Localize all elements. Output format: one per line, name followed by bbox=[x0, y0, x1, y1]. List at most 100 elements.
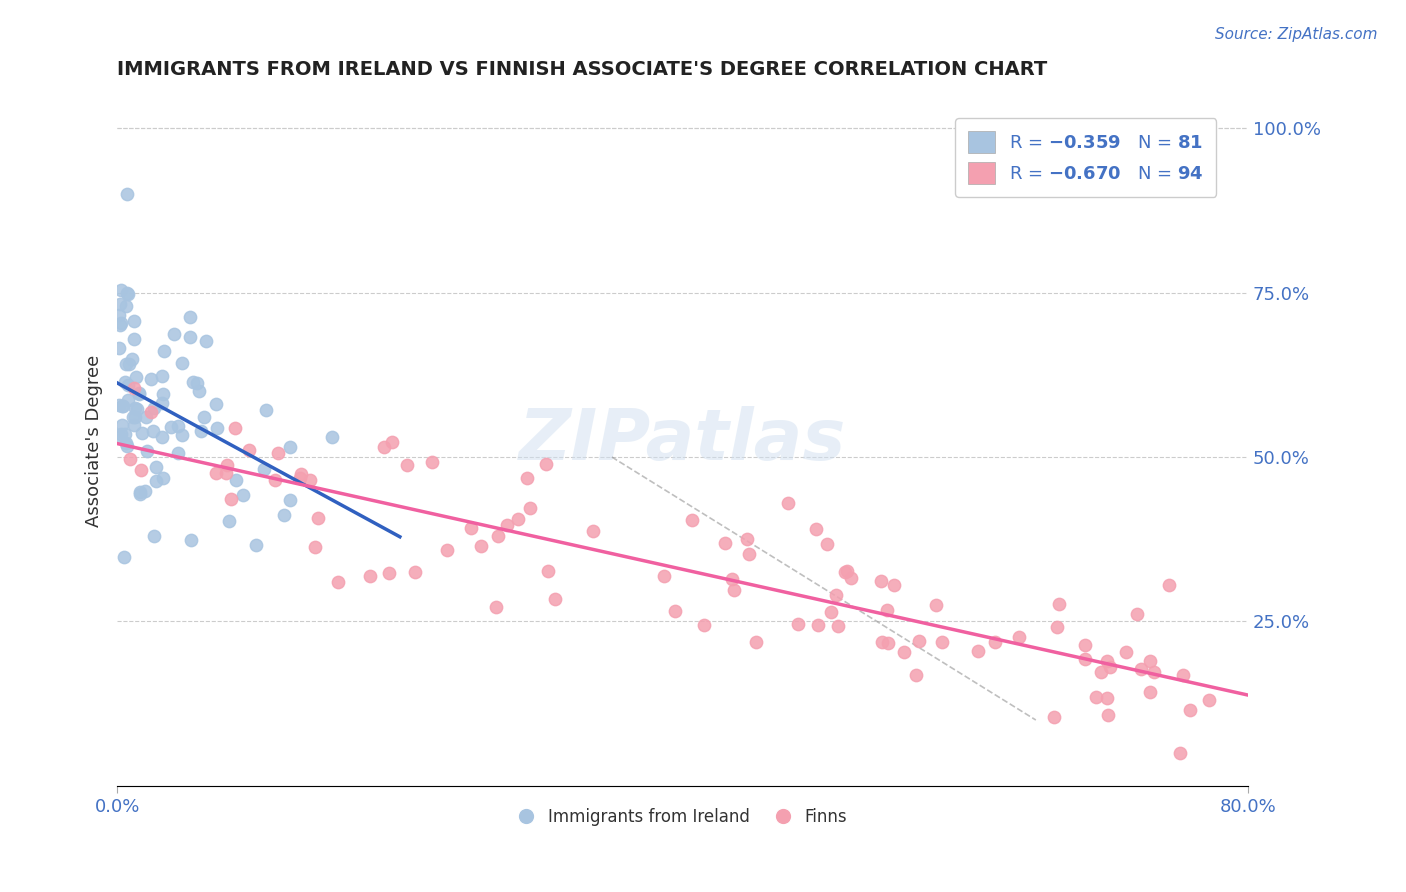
Point bbox=[264, 473, 287, 487]
Text: ZIPatlas: ZIPatlas bbox=[519, 406, 846, 475]
Point bbox=[194, 334, 217, 349]
Point bbox=[215, 467, 238, 481]
Point bbox=[136, 444, 159, 458]
Point bbox=[506, 512, 529, 526]
Point bbox=[117, 285, 139, 300]
Point bbox=[122, 332, 145, 346]
Point bbox=[280, 440, 302, 454]
Point bbox=[179, 330, 201, 344]
Point bbox=[582, 524, 605, 538]
Point bbox=[115, 439, 138, 453]
Point bbox=[1084, 690, 1107, 705]
Point bbox=[723, 583, 745, 598]
Point bbox=[108, 398, 131, 412]
Point bbox=[460, 521, 482, 535]
Point bbox=[143, 401, 166, 415]
Point bbox=[273, 508, 295, 522]
Point bbox=[111, 399, 134, 413]
Point bbox=[278, 492, 301, 507]
Point bbox=[190, 425, 212, 439]
Point bbox=[519, 500, 541, 515]
Point bbox=[152, 471, 174, 485]
Point bbox=[152, 386, 174, 401]
Point bbox=[1178, 703, 1201, 717]
Point bbox=[129, 463, 152, 477]
Point bbox=[108, 342, 131, 356]
Point bbox=[378, 566, 401, 581]
Point bbox=[124, 370, 146, 384]
Legend: Immigrants from Ireland, Finns: Immigrants from Ireland, Finns bbox=[512, 801, 853, 832]
Point bbox=[516, 471, 538, 485]
Point bbox=[321, 430, 343, 444]
Point bbox=[290, 471, 312, 485]
Point bbox=[254, 402, 277, 417]
Point bbox=[167, 446, 190, 460]
Point bbox=[1043, 710, 1066, 724]
Point bbox=[1074, 639, 1097, 653]
Point bbox=[834, 565, 856, 579]
Point bbox=[180, 533, 202, 547]
Point bbox=[170, 355, 193, 369]
Point bbox=[253, 462, 276, 476]
Point bbox=[737, 547, 759, 561]
Point bbox=[145, 460, 167, 475]
Point bbox=[205, 466, 228, 480]
Point bbox=[870, 635, 893, 649]
Point bbox=[124, 401, 146, 415]
Point bbox=[153, 344, 176, 359]
Point bbox=[150, 369, 173, 384]
Point bbox=[1143, 665, 1166, 679]
Point bbox=[129, 486, 152, 500]
Point bbox=[218, 514, 240, 528]
Point bbox=[380, 434, 402, 449]
Point bbox=[124, 409, 146, 424]
Point bbox=[1097, 707, 1119, 722]
Point bbox=[215, 458, 238, 472]
Point bbox=[786, 617, 808, 632]
Point bbox=[225, 473, 247, 487]
Point bbox=[238, 443, 260, 458]
Point bbox=[420, 455, 443, 469]
Point bbox=[128, 485, 150, 500]
Point bbox=[131, 425, 153, 440]
Point bbox=[114, 300, 136, 314]
Point bbox=[537, 564, 560, 578]
Point bbox=[219, 492, 242, 507]
Point bbox=[145, 474, 167, 488]
Point bbox=[908, 634, 931, 648]
Point bbox=[1159, 577, 1181, 591]
Point bbox=[681, 513, 703, 527]
Point bbox=[179, 310, 201, 324]
Point bbox=[837, 564, 859, 578]
Point bbox=[904, 668, 927, 682]
Point bbox=[115, 187, 138, 202]
Point bbox=[470, 539, 492, 553]
Point bbox=[1168, 746, 1191, 760]
Point bbox=[135, 410, 157, 425]
Point bbox=[735, 532, 758, 546]
Point bbox=[839, 571, 862, 585]
Point bbox=[128, 387, 150, 401]
Point bbox=[1074, 652, 1097, 666]
Point bbox=[931, 635, 953, 649]
Point bbox=[1099, 659, 1122, 673]
Point bbox=[267, 446, 290, 460]
Point bbox=[778, 496, 800, 510]
Point bbox=[359, 569, 381, 583]
Point bbox=[108, 318, 131, 333]
Point bbox=[1171, 668, 1194, 682]
Point bbox=[134, 483, 156, 498]
Point bbox=[167, 418, 190, 433]
Point bbox=[1198, 692, 1220, 706]
Point bbox=[495, 517, 517, 532]
Point bbox=[1095, 654, 1118, 668]
Point bbox=[172, 428, 194, 442]
Point bbox=[117, 378, 139, 392]
Point bbox=[117, 392, 139, 407]
Point bbox=[108, 296, 131, 310]
Point bbox=[1126, 607, 1149, 621]
Point bbox=[486, 529, 509, 543]
Point bbox=[117, 287, 139, 301]
Point bbox=[121, 351, 143, 366]
Point bbox=[745, 635, 768, 649]
